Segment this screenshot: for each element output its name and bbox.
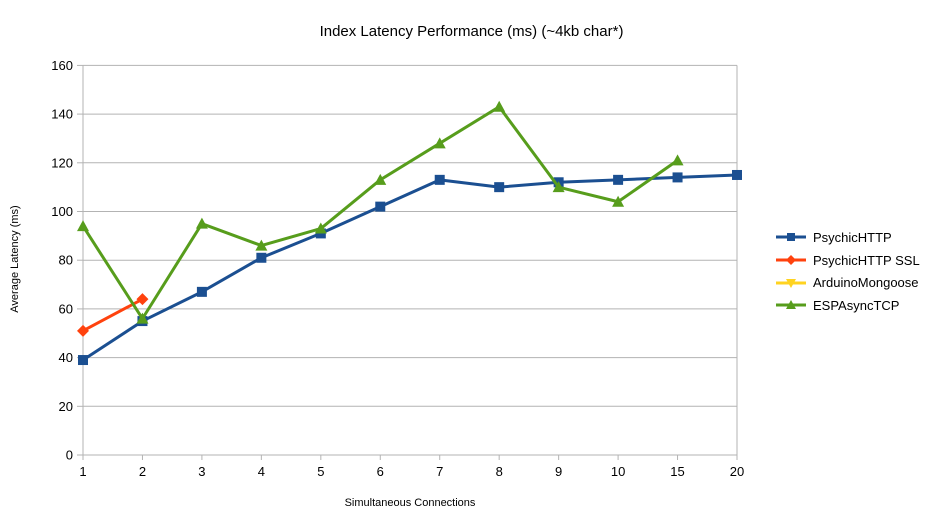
- legend-item-arduinomongoose: ArduinoMongoose: [776, 271, 920, 294]
- y-tick-label: 140: [51, 107, 73, 122]
- legend-label: PsychicHTTP SSL: [813, 252, 920, 268]
- marker-espasynctcp: [552, 181, 565, 193]
- legend-label: ESPAsyncTCP: [813, 297, 900, 313]
- x-tick-label: 5: [317, 464, 324, 479]
- x-tick-label: 6: [377, 464, 384, 479]
- marker-psychichttp: [196, 286, 207, 297]
- legend-swatch-diamond-icon: [776, 255, 806, 266]
- marker-psychichttp-ssl: [136, 293, 149, 306]
- x-tick-label: 8: [496, 464, 503, 479]
- marker-psychichttp: [672, 172, 683, 183]
- x-tick-label: 15: [670, 464, 684, 479]
- legend: PsychicHTTP PsychicHTTP SSL ArduinoMongoos…: [776, 226, 920, 317]
- marker-espasynctcp: [255, 239, 268, 251]
- marker-psychichttp: [613, 174, 624, 185]
- x-tick-label: 1: [79, 464, 86, 479]
- marker-psychichttp: [434, 174, 445, 185]
- marker-psychichttp: [494, 182, 505, 193]
- y-axis-title: Average Latency (ms): [9, 205, 21, 313]
- marker-psychichttp: [375, 201, 386, 212]
- legend-item-espasynctcp: ESPAsyncTCP: [776, 294, 920, 317]
- y-tick-label: 0: [66, 448, 73, 463]
- marker-espasynctcp: [136, 312, 149, 324]
- y-tick-label: 80: [59, 253, 73, 268]
- y-tick-label: 100: [51, 204, 73, 219]
- legend-marker-arduinomongoose: [786, 278, 796, 288]
- legend-item-psychichttp-ssl: PsychicHTTP SSL: [776, 249, 920, 272]
- legend-marker-psychichttp: [787, 233, 795, 242]
- x-axis-title: Simultaneous Connections: [344, 497, 476, 509]
- legend-swatch-triangle-down-icon: [776, 278, 806, 288]
- y-tick-label: 40: [59, 350, 73, 365]
- legend-item-psychichttp: PsychicHTTP: [776, 226, 920, 249]
- legend-label: ArduinoMongoose: [813, 275, 919, 291]
- legend-swatch-square-icon: [776, 233, 806, 242]
- marker-espasynctcp: [77, 220, 89, 232]
- marker-psychichttp: [78, 355, 88, 366]
- x-tick-label: 2: [139, 464, 146, 479]
- x-tick-label: 20: [730, 464, 744, 479]
- series-line-espasynctcp: [81, 105, 679, 321]
- marker-espasynctcp: [314, 222, 327, 234]
- y-tick-label: 160: [51, 58, 73, 73]
- x-tick-label: 4: [258, 464, 265, 479]
- marker-espasynctcp: [493, 100, 506, 112]
- marker-psychichttp: [256, 252, 267, 263]
- x-tick-label: 9: [555, 464, 562, 479]
- marker-espasynctcp: [374, 173, 387, 185]
- x-tick-label: 7: [436, 464, 443, 479]
- marker-espasynctcp: [612, 195, 625, 207]
- legend-label: PsychicHTTP: [813, 229, 892, 245]
- legend-marker-espasynctcp: [786, 300, 796, 310]
- marker-espasynctcp: [671, 154, 684, 166]
- marker-psychichttp-ssl: [77, 324, 89, 337]
- x-tick-label: 10: [611, 464, 625, 479]
- marker-espasynctcp: [195, 217, 208, 229]
- y-tick-label: 60: [59, 301, 73, 316]
- marker-espasynctcp: [433, 137, 446, 149]
- y-tick-label: 20: [59, 399, 73, 414]
- legend-swatch-triangle-up-icon: [776, 300, 806, 310]
- legend-marker-psychichttp-ssl: [786, 255, 796, 266]
- x-tick-label: 3: [198, 464, 205, 479]
- marker-psychichttp: [732, 169, 742, 180]
- chart-title: Index Latency Performance (ms) (~4kb cha…: [319, 23, 624, 40]
- y-tick-label: 120: [51, 155, 73, 170]
- series-line-psychichttp: [82, 173, 738, 362]
